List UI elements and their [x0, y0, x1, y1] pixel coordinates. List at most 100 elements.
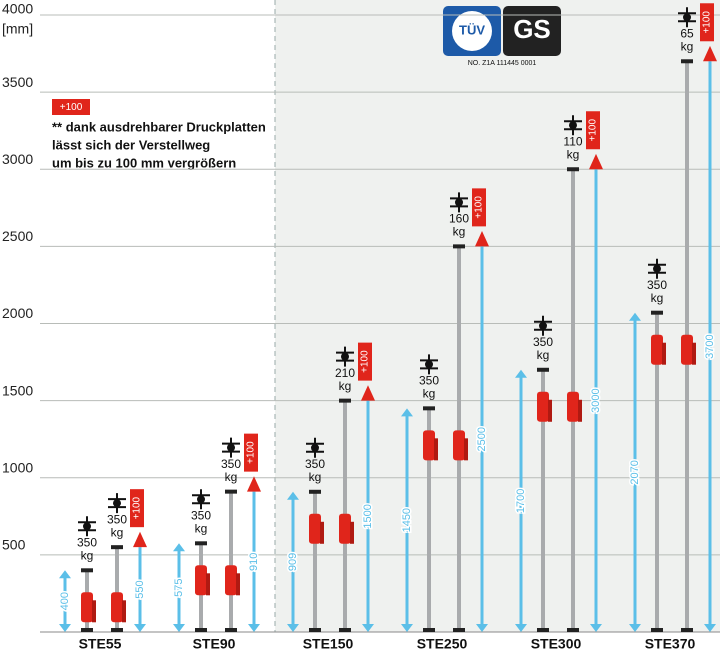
prop-handle: [236, 573, 240, 596]
prop-base: [681, 628, 693, 632]
note-line: um bis zu 100 mm vergrößern: [52, 155, 236, 170]
prop-handle: [692, 342, 696, 365]
prop-base: [111, 628, 123, 632]
extension-badge: [472, 188, 486, 227]
category-label: STE150: [303, 636, 354, 651]
arrow-head: [173, 543, 185, 552]
load-value: 350: [533, 335, 553, 349]
arrow-head: [401, 408, 413, 417]
gs-text: GS: [513, 14, 551, 44]
load-value: 350: [191, 508, 211, 522]
prop-handle: [206, 573, 210, 596]
load-value: 160: [449, 212, 469, 226]
extension-badge: [130, 489, 144, 528]
arrow-head: [704, 624, 716, 632]
y-tick-label: 2000: [2, 305, 33, 321]
arrow-head: [248, 624, 260, 632]
prop-clamp: [453, 430, 465, 461]
arrow-head: [59, 570, 71, 579]
prop-handle: [122, 600, 126, 623]
prop-clamp: [195, 565, 207, 596]
certificate: NO. Z1A 111445 0001: [468, 60, 537, 67]
prop-handle: [662, 342, 666, 365]
load-value: 65: [680, 26, 694, 40]
load-unit: kg: [453, 225, 466, 239]
category-label: STE300: [531, 636, 582, 651]
extension-badge: [358, 342, 372, 381]
prop-handle: [92, 600, 96, 623]
note-badge: [52, 99, 90, 115]
arrow-head: [629, 624, 641, 632]
arrow-head: [173, 624, 185, 632]
category-label: STE250: [417, 636, 468, 651]
arrow-label: 3000: [590, 388, 602, 412]
extension-tip: [703, 45, 717, 62]
load-value: 350: [77, 535, 97, 549]
extension-badge-text: +100: [702, 11, 713, 34]
extension-tip: [589, 153, 603, 170]
arrow-label: 1450: [401, 508, 413, 532]
prop-clamp: [339, 513, 351, 544]
prop-base: [651, 628, 663, 632]
category-label: STE90: [193, 636, 236, 651]
arrow-head: [629, 312, 641, 321]
prop-cap: [339, 398, 351, 403]
load-icon: [455, 198, 463, 207]
load-icon: [227, 443, 235, 452]
prop-cap: [567, 167, 579, 172]
load-icon: [683, 13, 691, 22]
load-icon: [425, 360, 433, 369]
load-icon: [83, 522, 91, 531]
load-unit: kg: [339, 379, 352, 393]
load-icon: [113, 499, 121, 508]
prop-cap: [195, 541, 207, 546]
extension-badge-text: +100: [474, 196, 485, 219]
tuv-circle: [452, 11, 492, 51]
load-unit: kg: [537, 348, 550, 362]
tuv-text: TÜV: [459, 22, 485, 37]
note-line: lässt sich der Verstellweg: [52, 137, 210, 152]
prop-handle: [464, 438, 468, 461]
extension-tip: [361, 385, 375, 401]
note-badge-text: +100: [60, 102, 83, 113]
load-unit: kg: [81, 548, 94, 562]
extension-badge-text: +100: [588, 119, 599, 142]
arrow-head: [134, 624, 146, 632]
load-unit: kg: [195, 521, 208, 535]
arrow-head: [515, 369, 527, 378]
prop-cap: [537, 367, 549, 372]
prop-clamp: [81, 592, 93, 623]
extension-badge: [586, 111, 600, 150]
load-icon: [653, 264, 661, 273]
load-value: 350: [419, 374, 439, 388]
y-tick-label: 4000: [2, 1, 33, 17]
arrow-head: [515, 624, 527, 632]
prop-base: [567, 628, 579, 632]
extension-tip: [475, 230, 489, 247]
load-icon: [539, 321, 547, 330]
logo: TÜV GS NO. Z1A 111445 0001: [443, 6, 561, 67]
load-unit: kg: [651, 291, 664, 305]
prop-base: [309, 628, 321, 632]
arrow-head: [287, 624, 299, 632]
note-line: ** dank ausdrehbarer Druckplatten: [52, 119, 266, 134]
load-value: 350: [647, 278, 667, 292]
prop-cap: [453, 244, 465, 249]
extension-badge: [700, 3, 714, 42]
extension-badge-text: +100: [360, 350, 371, 373]
extension-badge: [244, 433, 258, 472]
prop-pole: [541, 369, 545, 632]
prop-base: [339, 628, 351, 632]
category-label: STE370: [645, 636, 696, 651]
prop-clamp: [651, 334, 663, 365]
arrow-head: [476, 624, 488, 632]
extension-tip: [133, 531, 147, 548]
prop-handle: [578, 399, 582, 422]
load-unit: kg: [309, 470, 322, 484]
prop-base: [225, 628, 237, 632]
prop-base: [453, 628, 465, 632]
prop-cap: [225, 489, 237, 494]
prop-cap: [309, 489, 321, 494]
prop-base: [537, 628, 549, 632]
y-tick-label: 2500: [2, 228, 33, 244]
